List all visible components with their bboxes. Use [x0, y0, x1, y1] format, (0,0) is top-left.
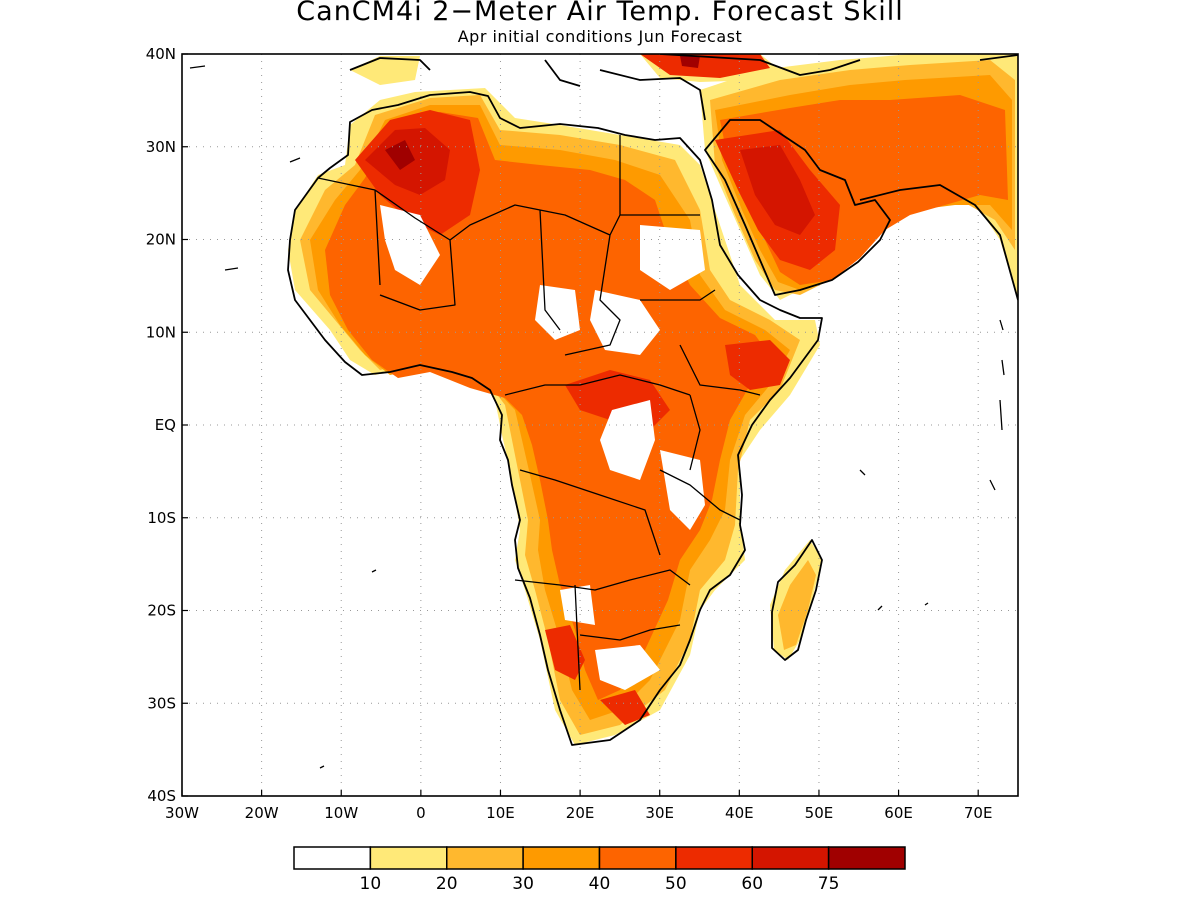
national-borders: [317, 135, 761, 691]
low-skill-holes: [380, 205, 705, 690]
colorbar-level-label: 30: [512, 874, 534, 894]
y-tick-label: 40S: [147, 787, 176, 805]
colorbar-level-label: 10: [360, 874, 382, 894]
x-axis: 30W 20W 10W 0 10E 20E 30E 40E 50E 60E 70E: [165, 790, 992, 822]
y-tick-label: 40N: [146, 45, 176, 63]
colorbar-swatch: [293, 846, 372, 870]
colorbar-level-label: 50: [665, 874, 687, 894]
colorbar-swatch: [675, 846, 753, 870]
map-plot-area: [182, 54, 1018, 796]
x-tick-label: 50E: [805, 804, 834, 822]
skill-60-75-arabia: [740, 145, 815, 235]
arabia-coastline: [704, 119, 891, 296]
x-tick-label: 60E: [884, 804, 913, 822]
map-title: CanCM4i 2−Meter Air Temp. Forecast Skill: [296, 0, 904, 27]
madagascar-coastline: [771, 539, 823, 661]
colorbar-level-label: 20: [436, 874, 458, 894]
colorbar-swatch: [446, 846, 524, 870]
skill-50-60-med: [640, 54, 770, 78]
x-tick-label: 70E: [964, 804, 993, 822]
africa-coastline: [287, 91, 823, 746]
y-tick-label: 30S: [147, 694, 176, 712]
x-tick-label: 10E: [486, 804, 515, 822]
colorbar: 10 20 30 40 50 60 75: [293, 846, 906, 894]
madagascar-skill-20-30: [778, 560, 816, 650]
y-tick-label: 20N: [146, 231, 176, 249]
colorbar-swatch: [751, 846, 830, 870]
colorbar-level-label: 75: [818, 874, 840, 894]
y-axis: 40N 30N 20N 10N EQ 10S 20S 30S 40S: [146, 45, 188, 805]
y-tick-label: EQ: [155, 416, 176, 434]
coastlines: [189, 54, 1018, 769]
x-tick-label: 0: [416, 804, 426, 822]
x-tick-label: 30W: [165, 804, 199, 822]
skill-50-60-ethiopia: [725, 340, 790, 390]
colorbar-swatch: [827, 846, 906, 870]
x-tick-label: 40E: [725, 804, 754, 822]
colorbar-level-label: 40: [589, 874, 611, 894]
y-tick-label: 10N: [146, 323, 176, 341]
x-tick-label: 20W: [245, 804, 279, 822]
colorbar-level-label: 60: [741, 874, 763, 894]
y-tick-label: 10S: [147, 509, 176, 527]
x-tick-label: 30E: [645, 804, 674, 822]
y-tick-label: 30N: [146, 138, 176, 156]
y-tick-label: 20S: [147, 602, 176, 620]
mediterranean-coast: [349, 54, 861, 121]
colorbar-swatch: [369, 846, 448, 870]
skill-50-60-south: [545, 625, 650, 725]
x-tick-label: 20E: [566, 804, 595, 822]
island-outlines: [189, 65, 1005, 769]
map-subtitle: Apr initial conditions Jun Forecast: [457, 27, 743, 46]
colorbar-swatch: [598, 846, 677, 870]
x-tick-label: 10W: [324, 804, 358, 822]
colorbar-swatch: [522, 846, 601, 870]
asia-coastline: [859, 54, 1018, 301]
